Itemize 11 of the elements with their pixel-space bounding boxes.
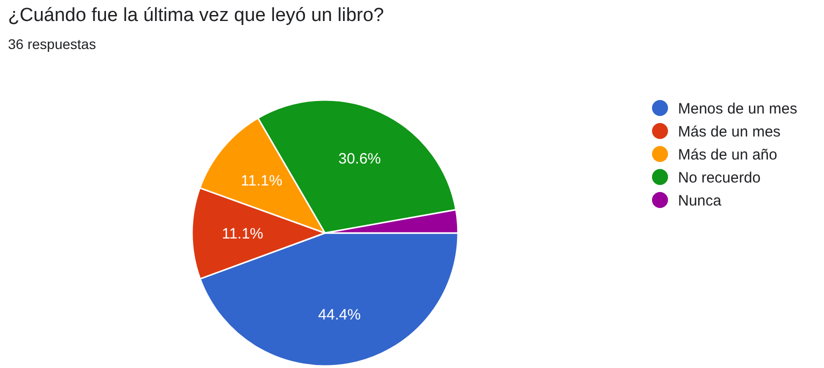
legend-label: Más de un mes [678,123,781,140]
legend-label: Más de un año [678,146,778,164]
data-label: 44.4% [318,306,361,324]
legend-label: Menos de un mes [678,100,798,118]
legend-label: Nunca [678,192,722,210]
data-label: 11.1% [240,172,282,190]
chart-title: ¿Cuándo fue la última vez que leyó un libro? [8,5,384,26]
data-label: 30.6% [338,150,381,168]
data-label: 11.1% [222,226,264,243]
legend-label: No recuerdo [678,169,761,186]
text: 36 respuestas [8,36,96,52]
